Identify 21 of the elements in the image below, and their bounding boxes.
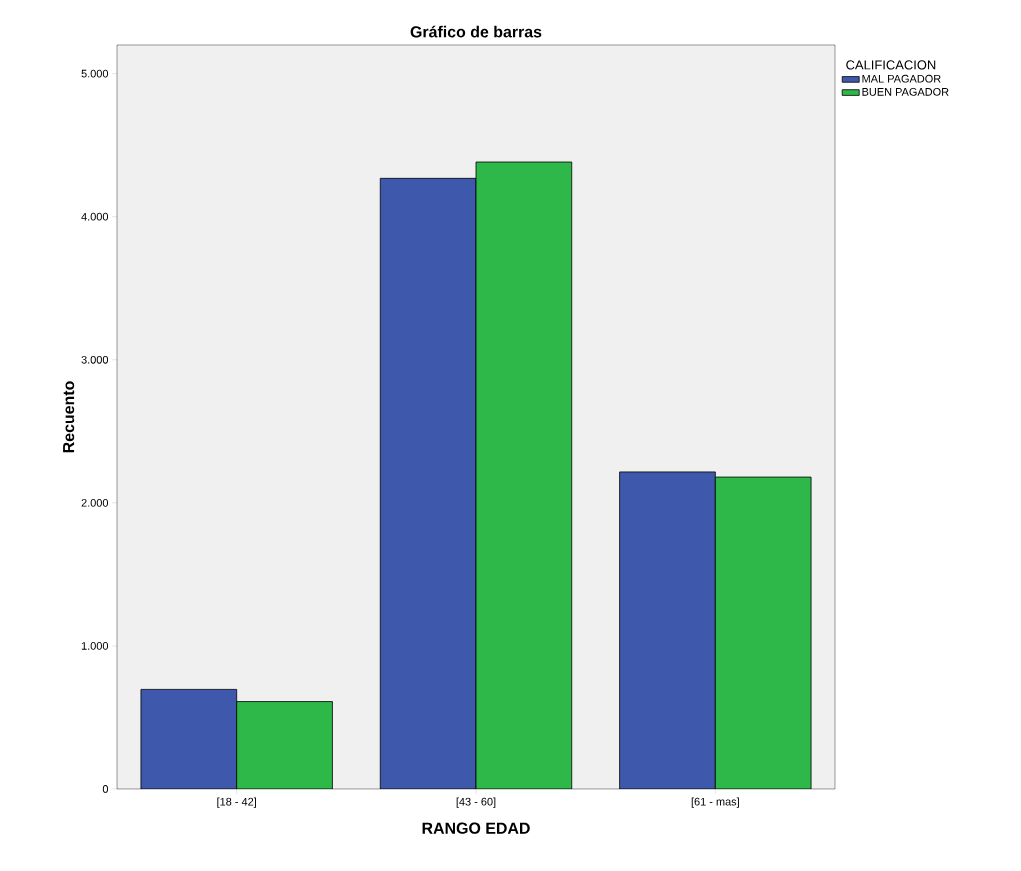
legend-label: BUEN PAGADOR bbox=[862, 87, 949, 96]
y-tick-label: 3.000 bbox=[81, 355, 109, 364]
chart-title: Gráfico de barras bbox=[410, 25, 542, 38]
y-tick-label: 2.000 bbox=[81, 498, 109, 507]
x-axis-title: RANGO EDAD bbox=[422, 822, 530, 834]
bar bbox=[619, 471, 716, 789]
bar bbox=[140, 689, 237, 789]
x-tick-label: [61 - mas] bbox=[691, 797, 739, 808]
bar bbox=[475, 161, 573, 789]
legend-title: CALIFICACION bbox=[846, 60, 936, 70]
x-tick-label: [43 - 60] bbox=[456, 797, 496, 808]
y-tick-label: 1.000 bbox=[81, 642, 109, 650]
legend-label: MAL PAGADOR bbox=[862, 74, 941, 83]
y-axis-title: Recuento bbox=[63, 381, 75, 453]
x-tick-label: [18 - 42] bbox=[217, 797, 256, 808]
bar bbox=[714, 476, 812, 789]
y-tick-label: 4.000 bbox=[81, 212, 109, 221]
y-tick-label: 5.000 bbox=[81, 69, 109, 78]
bar bbox=[379, 177, 477, 789]
bar bbox=[236, 701, 333, 789]
y-tick-label: 0 bbox=[102, 785, 109, 793]
